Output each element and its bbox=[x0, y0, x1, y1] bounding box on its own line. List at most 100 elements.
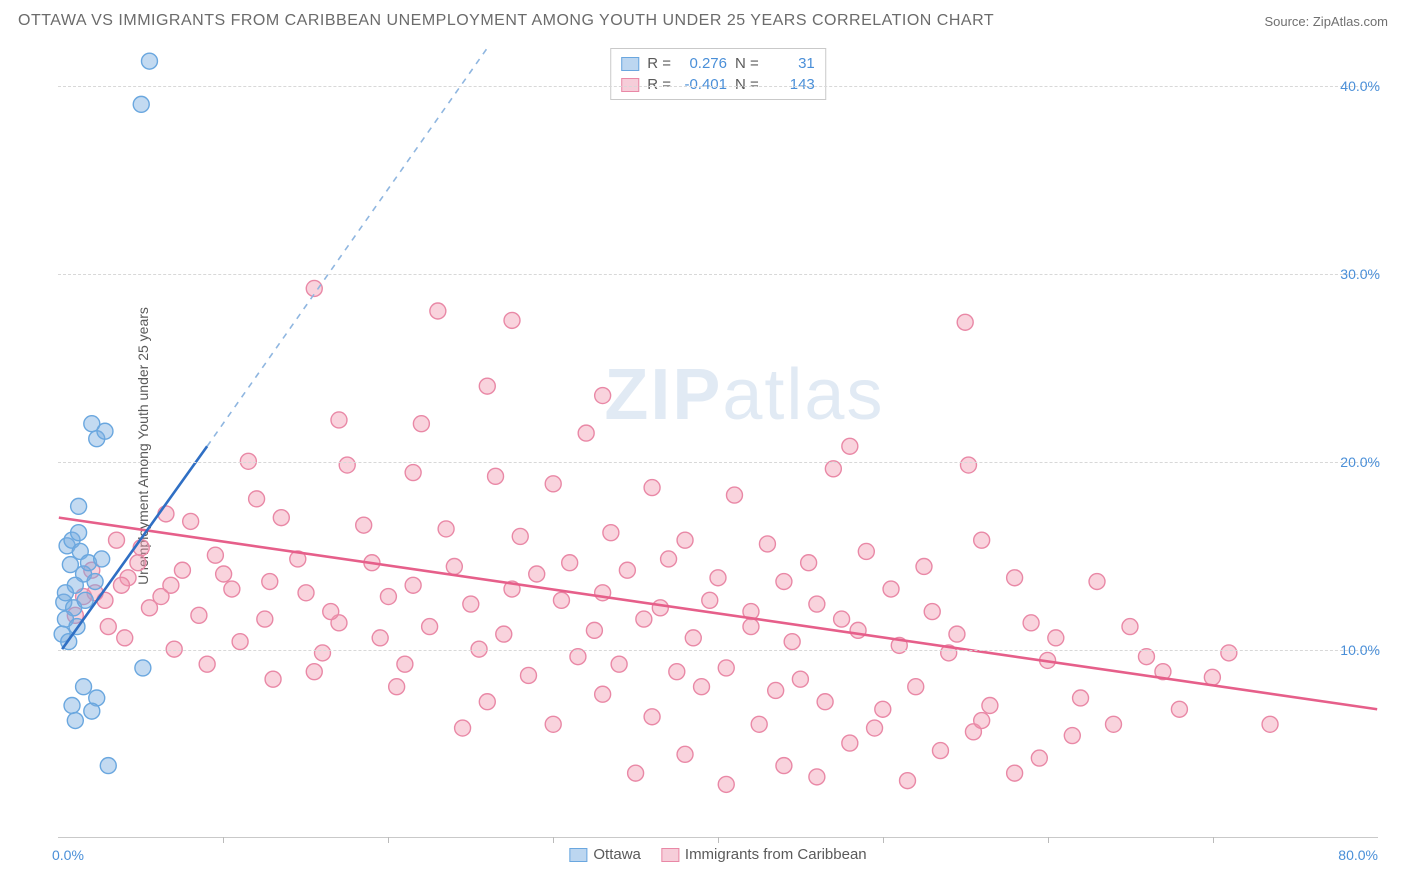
x-tick bbox=[388, 837, 389, 843]
data-point bbox=[94, 551, 110, 567]
data-point bbox=[422, 619, 438, 635]
data-point bbox=[273, 510, 289, 526]
data-point bbox=[825, 461, 841, 477]
data-point bbox=[545, 716, 561, 732]
data-point bbox=[957, 314, 973, 330]
data-point bbox=[595, 686, 611, 702]
data-point bbox=[595, 388, 611, 404]
data-point bbox=[652, 600, 668, 616]
data-point bbox=[586, 622, 602, 638]
data-point bbox=[1048, 630, 1064, 646]
data-point bbox=[331, 412, 347, 428]
data-point bbox=[1007, 765, 1023, 781]
data-point bbox=[776, 758, 792, 774]
data-point bbox=[356, 517, 372, 533]
gridline bbox=[58, 462, 1378, 463]
data-point bbox=[1089, 574, 1105, 590]
data-point bbox=[850, 622, 866, 638]
data-point bbox=[900, 773, 916, 789]
chart-title: OTTAWA VS IMMIGRANTS FROM CARIBBEAN UNEM… bbox=[18, 12, 994, 30]
data-point bbox=[76, 679, 92, 695]
data-point bbox=[199, 656, 215, 672]
data-point bbox=[306, 280, 322, 296]
data-point bbox=[834, 611, 850, 627]
data-point bbox=[100, 619, 116, 635]
data-point bbox=[64, 698, 80, 714]
data-point bbox=[545, 476, 561, 492]
data-point bbox=[718, 660, 734, 676]
data-point bbox=[405, 577, 421, 593]
data-point bbox=[1171, 701, 1187, 717]
x-tick-min: 0.0% bbox=[52, 847, 84, 863]
data-point bbox=[960, 457, 976, 473]
data-point bbox=[496, 626, 512, 642]
data-point bbox=[784, 634, 800, 650]
data-point bbox=[768, 682, 784, 698]
data-point bbox=[809, 769, 825, 785]
gridline bbox=[58, 650, 1378, 651]
data-point bbox=[1138, 649, 1154, 665]
x-tick bbox=[223, 837, 224, 843]
data-point bbox=[644, 709, 660, 725]
stats-box: R = 0.276 N = 31 R = -0.401 N = 143 bbox=[610, 48, 826, 100]
data-point bbox=[380, 589, 396, 605]
data-point bbox=[249, 491, 265, 507]
plot-area: ZIPatlas R = 0.276 N = 31 R = -0.401 N =… bbox=[58, 48, 1378, 838]
x-tick bbox=[718, 837, 719, 843]
data-point bbox=[949, 626, 965, 642]
data-point bbox=[87, 574, 103, 590]
data-point bbox=[397, 656, 413, 672]
data-point bbox=[133, 96, 149, 112]
data-point bbox=[694, 679, 710, 695]
data-point bbox=[710, 570, 726, 586]
data-point bbox=[71, 525, 87, 541]
data-point bbox=[776, 574, 792, 590]
data-point bbox=[455, 720, 471, 736]
data-point bbox=[232, 634, 248, 650]
data-point bbox=[339, 457, 355, 473]
data-point bbox=[463, 596, 479, 612]
data-point bbox=[71, 498, 87, 514]
data-point bbox=[702, 592, 718, 608]
trend-line bbox=[59, 518, 1377, 710]
data-point bbox=[858, 543, 874, 559]
data-point bbox=[315, 645, 331, 661]
data-point bbox=[405, 465, 421, 481]
data-point bbox=[1122, 619, 1138, 635]
stats-row-ottawa: R = 0.276 N = 31 bbox=[621, 53, 815, 74]
data-point bbox=[479, 378, 495, 394]
data-point bbox=[974, 532, 990, 548]
x-tick bbox=[1213, 837, 1214, 843]
data-point bbox=[974, 713, 990, 729]
data-point bbox=[141, 53, 157, 69]
data-point bbox=[191, 607, 207, 623]
y-tick-label: 10.0% bbox=[1340, 642, 1380, 658]
data-point bbox=[809, 596, 825, 612]
swatch-ottawa-legend bbox=[569, 848, 587, 862]
data-point bbox=[298, 585, 314, 601]
data-point bbox=[817, 694, 833, 710]
source-label: Source: ZipAtlas.com bbox=[1264, 14, 1388, 29]
trend-line bbox=[207, 48, 487, 446]
data-point bbox=[883, 581, 899, 597]
data-point bbox=[389, 679, 405, 695]
y-tick-label: 40.0% bbox=[1340, 78, 1380, 94]
y-tick-label: 30.0% bbox=[1340, 266, 1380, 282]
data-point bbox=[1073, 690, 1089, 706]
data-point bbox=[1031, 750, 1047, 766]
data-point bbox=[488, 468, 504, 484]
x-tick-max: 80.0% bbox=[1338, 847, 1378, 863]
data-point bbox=[1262, 716, 1278, 732]
data-point bbox=[570, 649, 586, 665]
r-caribbean: -0.401 bbox=[679, 76, 727, 93]
data-point bbox=[751, 716, 767, 732]
data-point bbox=[924, 604, 940, 620]
data-point bbox=[438, 521, 454, 537]
data-point bbox=[97, 423, 113, 439]
data-point bbox=[875, 701, 891, 717]
data-point bbox=[718, 776, 734, 792]
data-point bbox=[529, 566, 545, 582]
data-point bbox=[1007, 570, 1023, 586]
data-point bbox=[792, 671, 808, 687]
data-point bbox=[372, 630, 388, 646]
